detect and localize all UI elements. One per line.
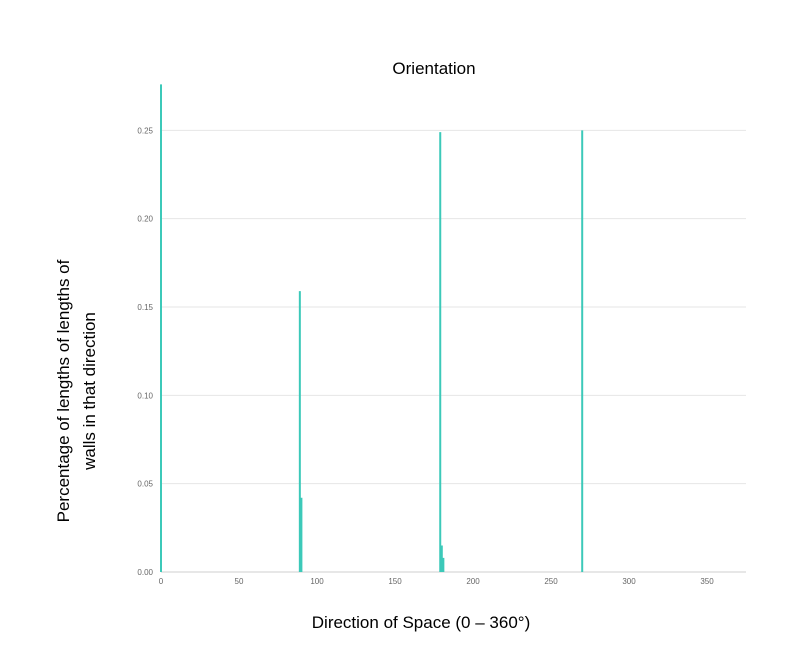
y-tick-label: 0.25	[137, 126, 153, 135]
x-tick-label: 300	[622, 577, 636, 586]
bars	[160, 84, 584, 572]
x-tick-label: 150	[388, 577, 402, 586]
y-tick-labels: 0.00 0.05 0.10 0.15 0.20 0.25	[137, 126, 153, 577]
y-tick-label: 0.20	[137, 215, 153, 224]
y-tick-label: 0.00	[137, 568, 153, 577]
x-tick-labels: 0 50 100 150 200 250 300 350	[159, 577, 714, 586]
y-axis-label: Percentage of lengths of lengths of wall…	[54, 259, 99, 522]
y-axis-label-line-1: Percentage of lengths of lengths of	[54, 259, 73, 522]
x-tick-label: 0	[159, 577, 164, 586]
y-tick-label: 0.05	[137, 480, 153, 489]
x-tick-label: 200	[466, 577, 480, 586]
x-tick-label: 350	[700, 577, 714, 586]
y-tick-label: 0.15	[137, 303, 153, 312]
x-tick-label: 250	[544, 577, 558, 586]
chart-title: Orientation	[392, 59, 475, 78]
y-tick-label: 0.10	[137, 391, 153, 400]
x-tick-label: 100	[310, 577, 324, 586]
gridlines	[161, 129, 746, 573]
x-tick-label: 50	[235, 577, 244, 586]
y-axis-label-line-2: walls in that direction	[80, 312, 99, 471]
x-axis-label: Direction of Space (0 – 360°)	[312, 613, 530, 632]
